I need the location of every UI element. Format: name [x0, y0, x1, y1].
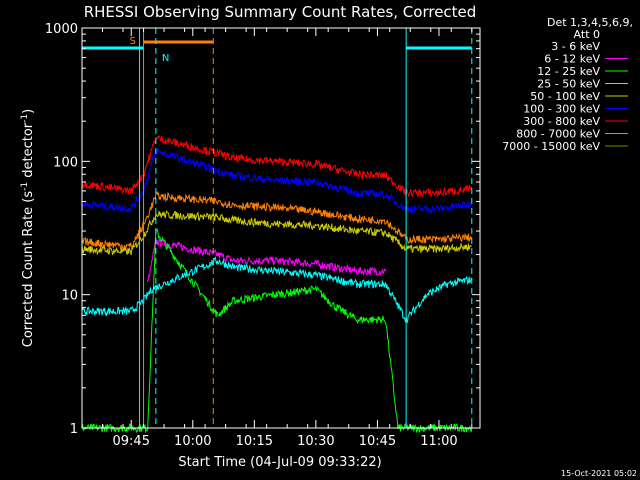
series-7-line — [81, 190, 473, 250]
marker-label-n: N — [162, 53, 169, 64]
y-axis-label: Corrected Count Rate (s-1 detector-1) — [20, 109, 36, 347]
legend-label: 25 - 50 keV — [537, 78, 600, 91]
series-2-line — [81, 228, 473, 434]
timestamp: 15-Oct-2021 05:02 — [561, 469, 637, 478]
legend-label: 7000 - 15000 keV — [502, 140, 600, 153]
y-tick-label: 10 — [61, 289, 78, 304]
chart-title: RHESSI Observing Summary Count Rates, Co… — [84, 3, 477, 21]
legend-label: 100 - 300 keV — [523, 103, 600, 116]
y-tick-label: 1 — [70, 422, 78, 437]
legend-label: 300 - 800 keV — [523, 115, 600, 128]
y-tick-label: 1000 — [45, 22, 78, 37]
marker-label-s: S — [130, 36, 136, 47]
plot-frame — [81, 27, 481, 429]
x-tick-label: 10:00 — [174, 434, 211, 449]
x-tick-label: 10:45 — [359, 434, 396, 449]
series-1-line — [147, 238, 387, 282]
legend-label: 50 - 100 keV — [530, 90, 600, 103]
x-tick-label: 10:15 — [236, 434, 273, 449]
x-axis-label: Start Time (04-Jul-09 09:33:22) — [178, 455, 381, 470]
x-tick-label: 10:30 — [297, 434, 334, 449]
legend-header-line2: Att 0 — [574, 28, 600, 41]
x-tick-label: 11:00 — [420, 434, 457, 449]
legend-label: 6 - 12 keV — [544, 53, 600, 66]
legend-label: 800 - 7000 keV — [516, 128, 600, 141]
legend-label: 3 - 6 keV — [551, 40, 600, 53]
legend-header-line1: Det 1,3,4,5,6,9, — [547, 16, 633, 29]
legend-label: 12 - 25 keV — [537, 65, 600, 78]
x-tick-label: 09:45 — [113, 434, 150, 449]
series-6-line — [81, 135, 473, 199]
series-3-line — [81, 256, 473, 324]
y-tick-label: 100 — [53, 155, 78, 170]
